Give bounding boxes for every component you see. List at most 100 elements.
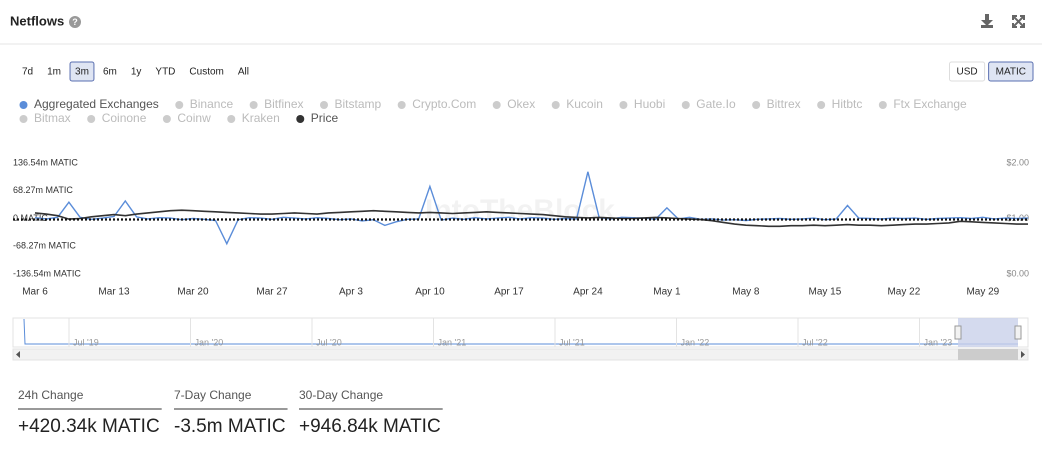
legend-item[interactable]: Aggregated Exchanges [19, 97, 159, 111]
range-button-label[interactable]: 1m [47, 67, 61, 78]
range-button-box[interactable] [69, 61, 95, 82]
legend-label[interactable]: Bitfinex [264, 97, 303, 111]
range-button-label[interactable]: YTD [155, 67, 175, 78]
legend-item[interactable]: Coinw [162, 111, 211, 125]
legend-label[interactable]: Kucoin [566, 97, 603, 111]
range-button[interactable]: All [232, 61, 255, 82]
legend-label[interactable]: Bitmax [34, 111, 71, 125]
legend-item[interactable]: Coinone [87, 111, 147, 125]
range-button[interactable]: YTD [149, 61, 181, 82]
range-button[interactable]: Custom [183, 61, 230, 82]
legend-dot[interactable] [162, 115, 171, 123]
range-button[interactable]: 7d [16, 61, 39, 82]
navigator-selection[interactable] [958, 318, 1018, 347]
y-tick-label: 136.54m MATIC [13, 157, 78, 167]
legend-dot[interactable] [681, 101, 690, 109]
y-tick-label: 0 MATIC [13, 213, 48, 223]
legend-label[interactable]: Crypto.Com [412, 97, 476, 111]
legend-label[interactable]: Binance [190, 97, 234, 111]
legend-label[interactable]: Hitbtc [832, 97, 863, 111]
legend-dot[interactable] [817, 101, 826, 109]
legend-item[interactable]: Kraken [227, 111, 280, 125]
x-tick-label: Apr 10 [415, 287, 445, 298]
legend-item[interactable]: Price [296, 111, 338, 125]
legend-label[interactable]: Kraken [242, 111, 280, 125]
expand-icon[interactable] [1012, 15, 1025, 28]
help-icon[interactable]: ? [69, 16, 81, 28]
range-button-box[interactable] [97, 61, 123, 82]
stat-label: 30-Day Change [299, 388, 383, 402]
legend-dot[interactable] [249, 101, 258, 109]
legend-label[interactable]: Coinw [177, 111, 211, 125]
legend-item[interactable]: Gate.Io [681, 97, 736, 111]
range-button-label[interactable]: 3m [75, 67, 89, 78]
legend-dot[interactable] [752, 101, 761, 109]
legend-dot[interactable] [19, 115, 28, 123]
range-button-box[interactable] [183, 61, 230, 82]
navigator-label: Jan '21 [438, 337, 467, 347]
legend-label[interactable]: Huobi [634, 97, 665, 111]
range-button-label[interactable]: All [238, 67, 249, 78]
legend-item[interactable]: Bitmax [19, 111, 71, 125]
currency-button-box[interactable] [949, 61, 986, 82]
legend-label[interactable]: Gate.Io [696, 97, 736, 111]
legend-item[interactable]: Bitstamp [320, 97, 382, 111]
legend-item[interactable]: Binance [175, 97, 233, 111]
legend-label[interactable]: Okex [507, 97, 535, 111]
legend-dot[interactable] [175, 101, 184, 109]
range-button-box[interactable] [41, 61, 67, 82]
legend-dot[interactable] [619, 101, 628, 109]
currency-button[interactable]: USD [949, 61, 986, 82]
range-button-label[interactable]: 1y [131, 67, 142, 78]
currency-button-label[interactable]: USD [957, 67, 978, 78]
legend-dot[interactable] [87, 115, 96, 123]
legend-label[interactable]: Bitstamp [335, 97, 382, 111]
range-button[interactable]: 3m [69, 61, 95, 82]
legend-dot[interactable] [320, 101, 328, 109]
legend-item[interactable]: Bitfinex [249, 97, 304, 111]
legend-label[interactable]: Coinone [102, 111, 147, 125]
legend-item[interactable]: Kucoin [551, 97, 603, 111]
y-tick-label: -68.27m MATIC [13, 241, 76, 251]
legend-dot[interactable] [878, 101, 887, 109]
range-button-box[interactable] [149, 61, 181, 82]
navigator-handle[interactable] [954, 325, 962, 340]
legend-item[interactable]: Crypto.Com [397, 97, 477, 111]
stat-value: -3.5m MATIC [174, 416, 286, 437]
range-button-box[interactable] [16, 61, 39, 82]
legend-label[interactable]: Price [311, 111, 339, 125]
x-tick-label: May 22 [887, 287, 920, 298]
download-icon[interactable] [981, 14, 993, 28]
legend-label[interactable]: Ftx Exchange [893, 97, 967, 111]
range-button-box[interactable] [232, 61, 255, 82]
range-button-label[interactable]: Custom [189, 67, 223, 78]
range-button[interactable]: 6m [97, 61, 123, 82]
legend-item[interactable]: Bittrex [752, 97, 801, 111]
legend-item[interactable]: Hitbtc [817, 97, 862, 111]
legend-item[interactable]: Okex [492, 97, 536, 111]
legend-item[interactable]: Huobi [619, 97, 665, 111]
range-button-label[interactable]: 6m [103, 67, 117, 78]
legend-label[interactable]: Aggregated Exchanges [34, 97, 159, 111]
legend-label[interactable]: Bittrex [767, 97, 801, 111]
currency-button-box[interactable] [988, 61, 1034, 82]
range-button[interactable]: 1y [125, 61, 147, 82]
legend-dot[interactable] [296, 115, 305, 123]
currency-button-label[interactable]: MATIC [996, 67, 1026, 78]
x-tick-label: Apr 17 [494, 287, 524, 298]
currency-button[interactable]: MATIC [988, 61, 1034, 82]
legend-dot[interactable] [19, 101, 28, 109]
scroll-right[interactable] [1021, 351, 1025, 358]
legend-dot[interactable] [492, 101, 501, 109]
range-button[interactable]: 1m [41, 61, 67, 82]
range-button-label[interactable]: 7d [22, 67, 33, 78]
legend-item[interactable]: Ftx Exchange [878, 97, 967, 111]
scrollbar-thumb[interactable] [958, 349, 1018, 360]
range-button-box[interactable] [125, 61, 147, 82]
scrollbar-track[interactable] [12, 348, 1029, 361]
legend-dot[interactable] [397, 101, 406, 109]
legend-dot[interactable] [227, 115, 236, 123]
navigator-handle[interactable] [1014, 325, 1022, 340]
legend-dot[interactable] [551, 101, 560, 109]
scroll-left[interactable] [16, 351, 20, 358]
